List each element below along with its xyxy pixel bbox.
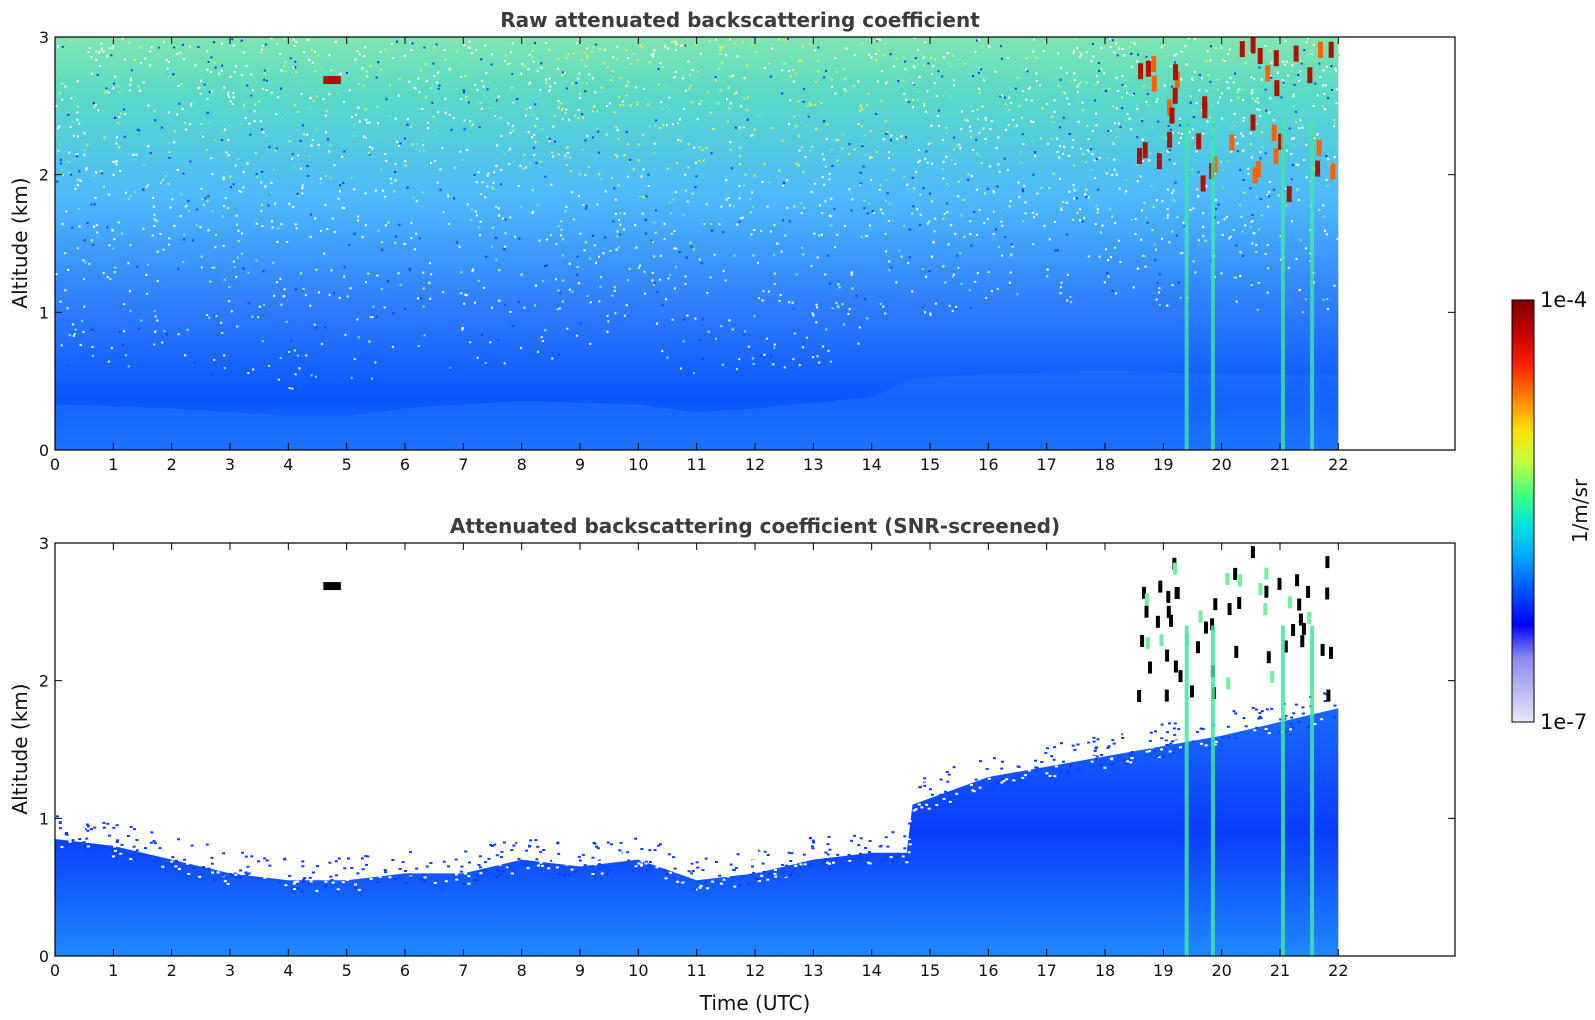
y-tick-label: 3 — [39, 28, 49, 47]
screened-y-axis: 0 1 2 3 — [39, 534, 1455, 966]
x-tick-label: 2 — [167, 961, 177, 980]
y-tick-label: 0 — [39, 441, 49, 460]
screened-precip-streak-0 — [1184, 625, 1189, 956]
screened-backscatter-panel: Attenuated backscattering coefficient (S… — [8, 514, 1456, 1015]
raw-boundary-layer — [55, 370, 1339, 450]
x-tick-label: 7 — [458, 455, 468, 474]
x-tick-label: 12 — [745, 455, 765, 474]
x-tick-label: 19 — [1153, 961, 1173, 980]
raw-cloud-0 — [323, 76, 341, 85]
x-tick-label: 11 — [686, 961, 706, 980]
screened-y-axis-label: Altitude (km) — [8, 683, 32, 814]
x-tick-label: 13 — [803, 961, 823, 980]
raw-panel-title: Raw attenuated backscattering coefficien… — [500, 8, 980, 32]
y-tick-label: 1 — [39, 303, 49, 322]
raw-cloud-1 — [1137, 37, 1336, 202]
x-tick-label: 12 — [745, 961, 765, 980]
raw-precip-streak-3 — [1310, 119, 1315, 450]
screened-edge-speckle — [55, 692, 1337, 893]
x-tick-label: 15 — [920, 455, 940, 474]
screened-precip-streak-2 — [1280, 625, 1285, 956]
y-tick-label: 2 — [39, 166, 49, 185]
screened-heatmap — [55, 546, 1339, 956]
screened-panel-title: Attenuated backscattering coefficient (S… — [450, 514, 1060, 538]
colorbar-unit-label: 1/m/sr — [1568, 478, 1592, 543]
x-tick-label: 3 — [225, 961, 235, 980]
colorbar-max-label: 1e-4 — [1540, 288, 1587, 312]
x-tick-label: 10 — [628, 961, 648, 980]
x-tick-label: 20 — [1211, 455, 1231, 474]
x-tick-label: 11 — [686, 455, 706, 474]
colorbar: 1e-4 1e-7 1/m/sr — [1511, 288, 1592, 734]
colorbar-bar — [1511, 299, 1535, 723]
raw-y-axis-label: Altitude (km) — [8, 177, 32, 308]
screened-precip-streak-1 — [1210, 625, 1215, 956]
y-tick-label: 2 — [39, 672, 49, 691]
x-tick-label: 4 — [283, 961, 293, 980]
x-tick-label: 22 — [1328, 455, 1348, 474]
colorbar-min-label: 1e-7 — [1540, 710, 1587, 734]
x-tick-label: 9 — [575, 455, 585, 474]
x-tick-label: 14 — [861, 961, 881, 980]
raw-backscatter-panel: Raw attenuated backscattering coefficien… — [8, 8, 1456, 474]
screened-cloud-0 — [323, 582, 341, 591]
x-tick-label: 5 — [342, 961, 352, 980]
x-tick-label: 17 — [1036, 961, 1056, 980]
x-tick-label: 17 — [1036, 455, 1056, 474]
x-tick-label: 2 — [167, 455, 177, 474]
x-tick-label: 4 — [283, 455, 293, 474]
x-tick-label: 21 — [1270, 961, 1290, 980]
screened-valid-region — [55, 708, 1339, 956]
x-tick-label: 18 — [1095, 961, 1115, 980]
x-tick-label: 16 — [978, 455, 998, 474]
x-tick-label: 1 — [108, 961, 118, 980]
x-tick-label: 3 — [225, 455, 235, 474]
raw-precip-streak-0 — [1184, 119, 1189, 450]
x-tick-label: 21 — [1270, 455, 1290, 474]
raw-precip-streak-2 — [1280, 119, 1285, 450]
x-tick-label: 6 — [400, 961, 410, 980]
x-tick-label: 6 — [400, 455, 410, 474]
x-tick-label: 10 — [628, 455, 648, 474]
x-tick-label: 1 — [108, 455, 118, 474]
x-tick-label: 9 — [575, 961, 585, 980]
raw-y-axis: 0 1 2 3 — [39, 28, 1455, 460]
x-tick-label: 15 — [920, 961, 940, 980]
x-tick-label: 16 — [978, 961, 998, 980]
x-tick-label: 19 — [1153, 455, 1173, 474]
x-tick-label: 8 — [517, 961, 527, 980]
x-tick-label: 14 — [861, 455, 881, 474]
raw-heatmap — [55, 37, 1340, 450]
x-tick-label: 5 — [342, 455, 352, 474]
x-tick-label: 18 — [1095, 455, 1115, 474]
x-tick-label: 0 — [50, 455, 60, 474]
x-tick-label: 0 — [50, 961, 60, 980]
screened-precip-streak-3 — [1310, 625, 1315, 956]
screened-x-axis: 0 1 2 3 4 5 6 7 8 9 10 11 12 13 14 15 16 17 18 19 20 21 22 — [50, 543, 1349, 980]
y-tick-label: 0 — [39, 947, 49, 966]
x-axis-label: Time (UTC) — [699, 991, 811, 1015]
x-tick-label: 22 — [1328, 961, 1348, 980]
y-tick-label: 1 — [39, 809, 49, 828]
y-tick-label: 3 — [39, 534, 49, 553]
screened-cloud-1 — [1137, 546, 1333, 702]
raw-precip-streak-1 — [1210, 119, 1215, 450]
x-tick-label: 20 — [1211, 961, 1231, 980]
x-tick-label: 13 — [803, 455, 823, 474]
x-tick-label: 7 — [458, 961, 468, 980]
raw-x-axis: 0 1 2 3 4 5 6 7 8 9 10 11 12 13 14 15 16 17 18 19 20 21 22 — [50, 37, 1349, 474]
x-tick-label: 8 — [517, 455, 527, 474]
